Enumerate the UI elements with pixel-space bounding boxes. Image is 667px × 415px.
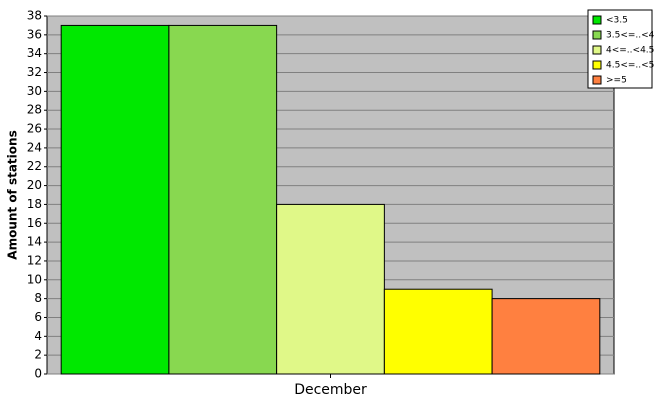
- bar: [276, 203, 385, 375]
- y-tick-label: 28: [27, 103, 42, 117]
- y-tick-label: 38: [27, 9, 42, 23]
- legend-swatch: [592, 75, 602, 85]
- legend-swatch: [592, 60, 602, 70]
- y-tick-label: 20: [27, 178, 42, 192]
- legend-swatch: [592, 15, 602, 25]
- y-tick-label: 32: [27, 65, 42, 79]
- y-tick-label: 24: [27, 140, 42, 154]
- bar: [383, 288, 493, 375]
- y-tick-label: 2: [34, 348, 42, 362]
- y-tick-label: 36: [27, 27, 42, 41]
- y-tick-label: 12: [27, 253, 42, 267]
- legend-label: >=5: [606, 76, 627, 86]
- y-axis-label: Amount of stations: [6, 130, 20, 259]
- legend-label: 4.5<=..<5: [606, 61, 654, 71]
- bar: [491, 298, 601, 375]
- y-tick-label: 8: [34, 291, 42, 305]
- y-tick-label: 14: [27, 235, 42, 249]
- legend-label: 3.5<=..<4: [606, 31, 655, 41]
- legend-label: <3.5: [606, 16, 628, 26]
- y-tick-label: 34: [27, 46, 42, 60]
- bar: [168, 24, 278, 375]
- legend-swatch: [592, 45, 602, 55]
- x-tick-label: December: [294, 382, 367, 398]
- y-tick-label: 6: [34, 310, 42, 324]
- bar: [60, 24, 170, 375]
- legend-label: 4<=..<4.5: [606, 46, 654, 56]
- y-tick-label: 10: [27, 272, 42, 286]
- y-tick-label: 0: [34, 367, 42, 381]
- y-tick-label: 18: [27, 197, 42, 211]
- y-tick-label: 4: [34, 329, 42, 343]
- y-tick-label: 26: [27, 122, 42, 136]
- y-tick-label: 22: [27, 159, 42, 173]
- y-tick-label: 16: [27, 216, 42, 230]
- y-tick-label: 30: [27, 84, 42, 98]
- legend-swatch: [592, 30, 602, 40]
